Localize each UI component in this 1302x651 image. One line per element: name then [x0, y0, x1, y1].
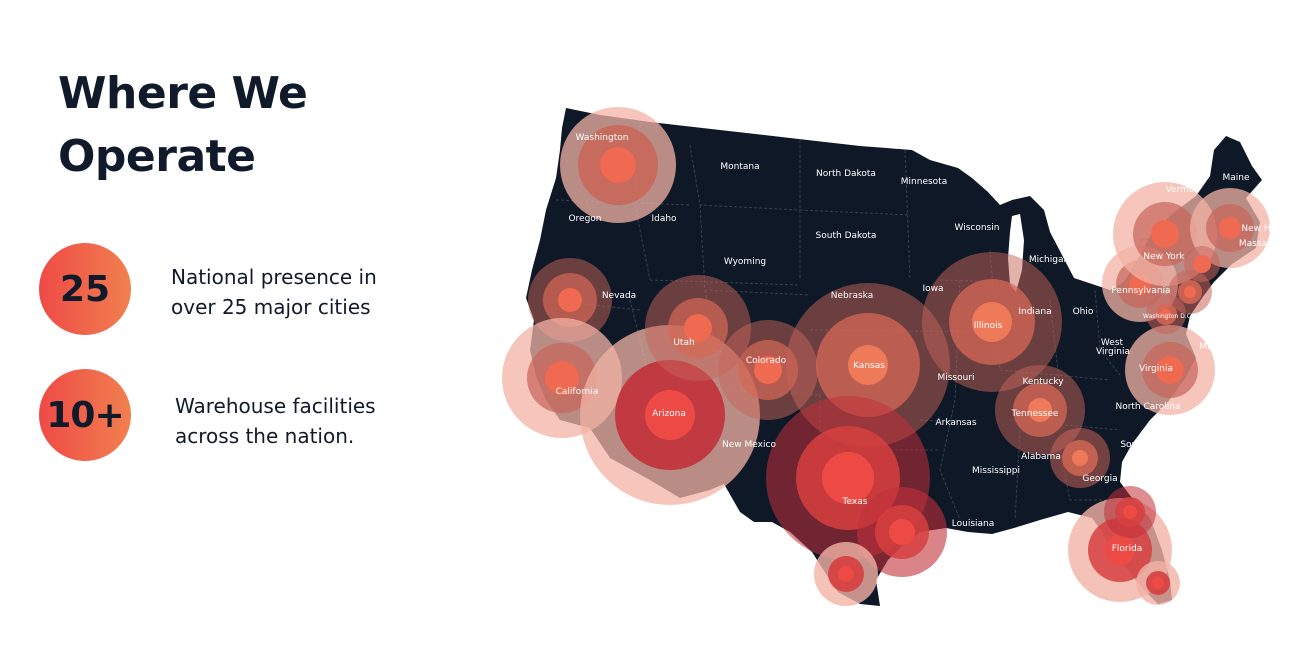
page-title: Where We Operate	[58, 62, 308, 188]
label-michigan: Michigan	[1029, 255, 1069, 265]
hotspot-washington	[560, 107, 676, 223]
label-iowa: Iowa	[922, 284, 943, 294]
stat-warehouses-line-2: across the nation.	[175, 424, 355, 448]
label-arkansas: Arkansas	[935, 418, 976, 428]
label-pennsylvania: Pennsylvania	[1111, 286, 1170, 296]
hotspot-connecticut	[1184, 246, 1220, 282]
label-kansas: Kansas	[853, 361, 885, 371]
label-oregon: Oregon	[568, 214, 601, 224]
label-utah: Utah	[673, 338, 694, 348]
label-california: California	[556, 387, 599, 397]
label-texas: Texas	[842, 497, 868, 507]
hotspot-tennessee	[995, 365, 1085, 455]
title-line-2: Operate	[58, 131, 256, 182]
label-ohio: Ohio	[1073, 307, 1094, 317]
label-wisconsin: Wisconsin	[955, 223, 1000, 233]
label-virginia: Virginia	[1139, 364, 1173, 374]
label-maine: Maine	[1222, 173, 1249, 183]
label-montana: Montana	[720, 162, 759, 172]
label-idaho: Idaho	[651, 214, 677, 224]
label-south-carolina: South C	[1120, 440, 1155, 450]
label-mississippi: Mississippi	[972, 466, 1020, 476]
label-tennessee: Tennessee	[1011, 409, 1059, 419]
stat-cities-line-2: over 25 major cities	[171, 295, 371, 319]
state-labels: Washington Oregon Idaho Montana North Da…	[556, 133, 1271, 554]
label-nevada: Nevada	[602, 291, 636, 301]
label-washington: Washington	[576, 133, 629, 143]
label-new-york: New York	[1143, 252, 1185, 262]
label-indiana: Indiana	[1018, 307, 1051, 317]
title-line-1: Where We	[58, 68, 308, 119]
hotspot-illinois	[922, 252, 1062, 392]
hotspot-georgia	[1050, 428, 1110, 488]
label-alabama: Alabama	[1021, 452, 1061, 462]
hotspot-washington-dc	[1146, 294, 1186, 334]
label-north-dakota: North Dakota	[816, 169, 876, 179]
label-colorado: Colorado	[746, 356, 787, 366]
label-wyoming: Wyoming	[724, 257, 766, 267]
label-north-carolina: North Carolina	[1115, 402, 1180, 412]
label-vermont: Vermo	[1166, 185, 1195, 195]
hotspot-miami	[1136, 561, 1180, 605]
label-massachusetts: Massa	[1239, 239, 1267, 249]
label-nebraska: Nebraska	[831, 291, 873, 301]
hotspot-jacksonville	[1104, 486, 1156, 538]
label-louisiana: Louisiana	[952, 519, 995, 529]
label-west-virginia-1: West	[1101, 338, 1124, 348]
stat-badge-warehouses: 10+	[39, 369, 131, 461]
label-washington-dc: Washington D.C	[1143, 313, 1191, 320]
label-florida: Florida	[1112, 544, 1143, 554]
label-south-dakota: South Dakota	[816, 231, 877, 241]
label-new-mexico: New Mexico	[722, 440, 776, 450]
label-missouri: Missouri	[937, 373, 974, 383]
hotspot-san-antonio	[814, 542, 878, 606]
hotspot-houston	[857, 487, 947, 577]
label-kentucky: Kentucky	[1022, 377, 1064, 387]
label-georgia: Georgia	[1082, 474, 1117, 484]
label-maryland: Ma	[1199, 342, 1212, 352]
label-minnesota: Minnesota	[901, 177, 947, 187]
stat-warehouses-line-1: Warehouse facilities	[175, 394, 376, 418]
stat-text-warehouses: Warehouse facilities across the nation.	[175, 391, 376, 451]
label-west-virginia-2: Virginia	[1096, 347, 1130, 357]
stat-text-cities: National presence in over 25 major citie…	[171, 262, 377, 322]
hotspot-virginia	[1125, 325, 1215, 415]
label-new-hampshire: New H	[1241, 224, 1270, 234]
stat-cities-line-1: National presence in	[171, 265, 377, 289]
stat-badge-cities: 25	[39, 243, 131, 335]
label-illinois: Illinois	[974, 321, 1003, 331]
label-arizona: Arizona	[652, 409, 686, 419]
